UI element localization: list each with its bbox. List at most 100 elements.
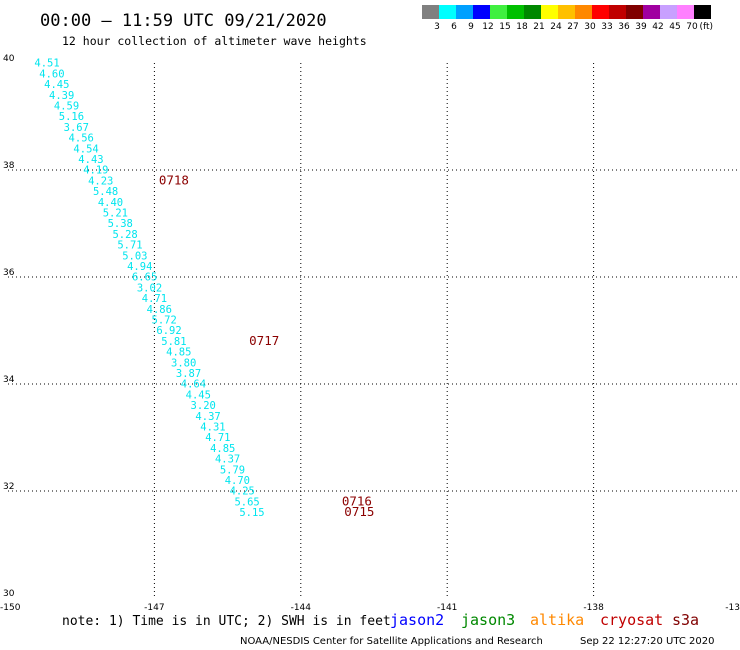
swh-value-label: 4.45 bbox=[186, 389, 211, 401]
swh-value-label: 4.37 bbox=[215, 454, 240, 466]
swh-value-label: 5.15 bbox=[239, 507, 264, 519]
color-swatch bbox=[456, 5, 473, 19]
color-scale-label: 45 bbox=[669, 22, 680, 32]
swh-value-label: 4.71 bbox=[205, 432, 230, 444]
time-marker-label: 0718 bbox=[159, 172, 189, 187]
swh-value-label: 5.48 bbox=[93, 186, 118, 198]
swh-value-label: 4.64 bbox=[181, 379, 206, 391]
x-tick-label: -150 bbox=[0, 603, 21, 613]
swh-value-label: 6.65 bbox=[132, 272, 157, 284]
satellite-legend-cryosat: cryosat bbox=[600, 611, 663, 629]
swh-value-label: 4.31 bbox=[200, 422, 225, 434]
swh-value-label: 5.72 bbox=[152, 315, 177, 327]
swh-value-label: 5.81 bbox=[161, 336, 186, 348]
color-swatch bbox=[558, 5, 575, 19]
color-swatch bbox=[439, 5, 456, 19]
satellite-legend-altika: altika bbox=[530, 611, 584, 629]
satellite-legend-jason2: jason2 bbox=[390, 611, 444, 629]
color-swatch bbox=[643, 5, 660, 19]
swh-value-label: 4.45 bbox=[44, 79, 69, 91]
swh-value-label: 4.85 bbox=[210, 443, 235, 455]
color-swatch bbox=[575, 5, 592, 19]
swh-value-label: 4.54 bbox=[73, 143, 98, 155]
color-swatch bbox=[507, 5, 524, 19]
swh-value-label: 3.02 bbox=[137, 282, 162, 294]
y-tick-label: 30 bbox=[3, 589, 15, 599]
swh-value-label: 3.67 bbox=[64, 122, 89, 134]
x-tick-label: -147 bbox=[144, 603, 164, 613]
color-scale-label: 12 bbox=[482, 22, 493, 32]
swh-value-label: 5.28 bbox=[112, 229, 137, 241]
satellite-legend-s3a: s3a bbox=[672, 611, 699, 629]
y-tick-label: 38 bbox=[3, 161, 15, 171]
color-swatch bbox=[541, 5, 558, 19]
swh-value-label: 5.03 bbox=[122, 250, 147, 262]
color-swatch bbox=[592, 5, 609, 19]
time-marker-label: 0717 bbox=[249, 333, 279, 348]
swh-value-label: 4.23 bbox=[88, 175, 113, 187]
swh-value-label: 3.80 bbox=[171, 357, 196, 369]
color-swatch bbox=[677, 5, 694, 19]
footer-credit: NOAA/NESDIS Center for Satellite Applica… bbox=[240, 636, 543, 647]
swh-value-label: 5.71 bbox=[117, 240, 142, 252]
y-tick-label: 32 bbox=[3, 482, 14, 492]
color-swatch bbox=[694, 5, 711, 19]
swh-labels: 4.514.604.454.394.595.163.674.564.544.43… bbox=[34, 58, 264, 519]
color-scale-label: 18 bbox=[516, 22, 528, 32]
swh-value-label: 5.65 bbox=[234, 496, 259, 508]
swh-value-label: 5.38 bbox=[108, 218, 133, 230]
color-swatch bbox=[473, 5, 490, 19]
swh-value-label: 4.25 bbox=[230, 486, 255, 498]
color-swatch bbox=[422, 5, 439, 19]
color-scale-unit: (ft) bbox=[699, 22, 713, 32]
footer-timestamp: Sep 22 12:27:20 UTC 2020 bbox=[580, 636, 714, 647]
swh-value-label: 5.16 bbox=[59, 111, 84, 123]
color-scale-label: 3 bbox=[434, 22, 440, 32]
swh-value-label: 4.94 bbox=[127, 261, 152, 273]
footer-note: note: 1) Time is in UTC; 2) SWH is in fe… bbox=[62, 614, 391, 629]
swh-value-label: 3.87 bbox=[176, 368, 201, 380]
y-tick-label: 34 bbox=[3, 375, 15, 385]
color-swatch bbox=[660, 5, 677, 19]
swh-value-label: 4.59 bbox=[54, 101, 79, 113]
satellite-legend-jason3: jason3 bbox=[461, 611, 515, 629]
color-swatch bbox=[609, 5, 626, 19]
color-scale-label: 21 bbox=[533, 22, 544, 32]
swh-value-label: 4.85 bbox=[166, 347, 191, 359]
swh-value-label: 4.60 bbox=[39, 68, 64, 80]
satellite-legend: jason2 jason3 altika cryosat s3a bbox=[390, 611, 699, 629]
swh-value-label: 3.20 bbox=[191, 400, 216, 412]
swh-value-label: 4.51 bbox=[34, 58, 59, 70]
color-scale-legend: 3 6 9 12 15 18 21 24 27 30 33 36 39 42 45 70 (ft) bbox=[422, 5, 713, 32]
x-tick-label: -144 bbox=[291, 603, 312, 613]
chart-title: 00:00 – 11:59 UTC 09/21/2020 bbox=[40, 11, 327, 31]
time-marker-label: 0715 bbox=[344, 504, 374, 519]
color-scale-label: 15 bbox=[499, 22, 510, 32]
swh-value-label: 4.86 bbox=[147, 304, 172, 316]
color-scale-label: 6 bbox=[451, 22, 457, 32]
color-scale-label: 9 bbox=[468, 22, 474, 32]
chart-subtitle: 12 hour collection of altimeter wave hei… bbox=[62, 34, 367, 48]
x-tick-label: -141 bbox=[437, 603, 457, 613]
swh-value-label: 5.21 bbox=[103, 208, 128, 220]
swh-value-label: 6.92 bbox=[156, 325, 181, 337]
swh-value-label: 4.43 bbox=[78, 154, 103, 166]
color-scale-label: 33 bbox=[601, 22, 612, 32]
color-scale-label: 36 bbox=[618, 22, 630, 32]
swh-value-label: 4.56 bbox=[69, 133, 94, 145]
color-scale-label: 42 bbox=[652, 22, 663, 32]
swh-value-label: 4.40 bbox=[98, 197, 123, 209]
x-tick-label: -138 bbox=[583, 603, 604, 613]
y-tick-label: 36 bbox=[3, 268, 15, 278]
color-swatch bbox=[524, 5, 541, 19]
axis-tick-labels: 30 32 34 36 38 40 -150 -147 -144 -141 -138 -13 bbox=[0, 54, 740, 613]
swh-value-label: 4.71 bbox=[142, 293, 167, 305]
swh-value-label: 4.19 bbox=[83, 165, 108, 177]
swh-value-label: 5.79 bbox=[220, 464, 245, 476]
swh-value-label: 4.37 bbox=[195, 411, 220, 423]
swh-value-label: 4.39 bbox=[49, 90, 74, 102]
color-scale-label: 24 bbox=[550, 22, 562, 32]
color-swatch bbox=[626, 5, 643, 19]
